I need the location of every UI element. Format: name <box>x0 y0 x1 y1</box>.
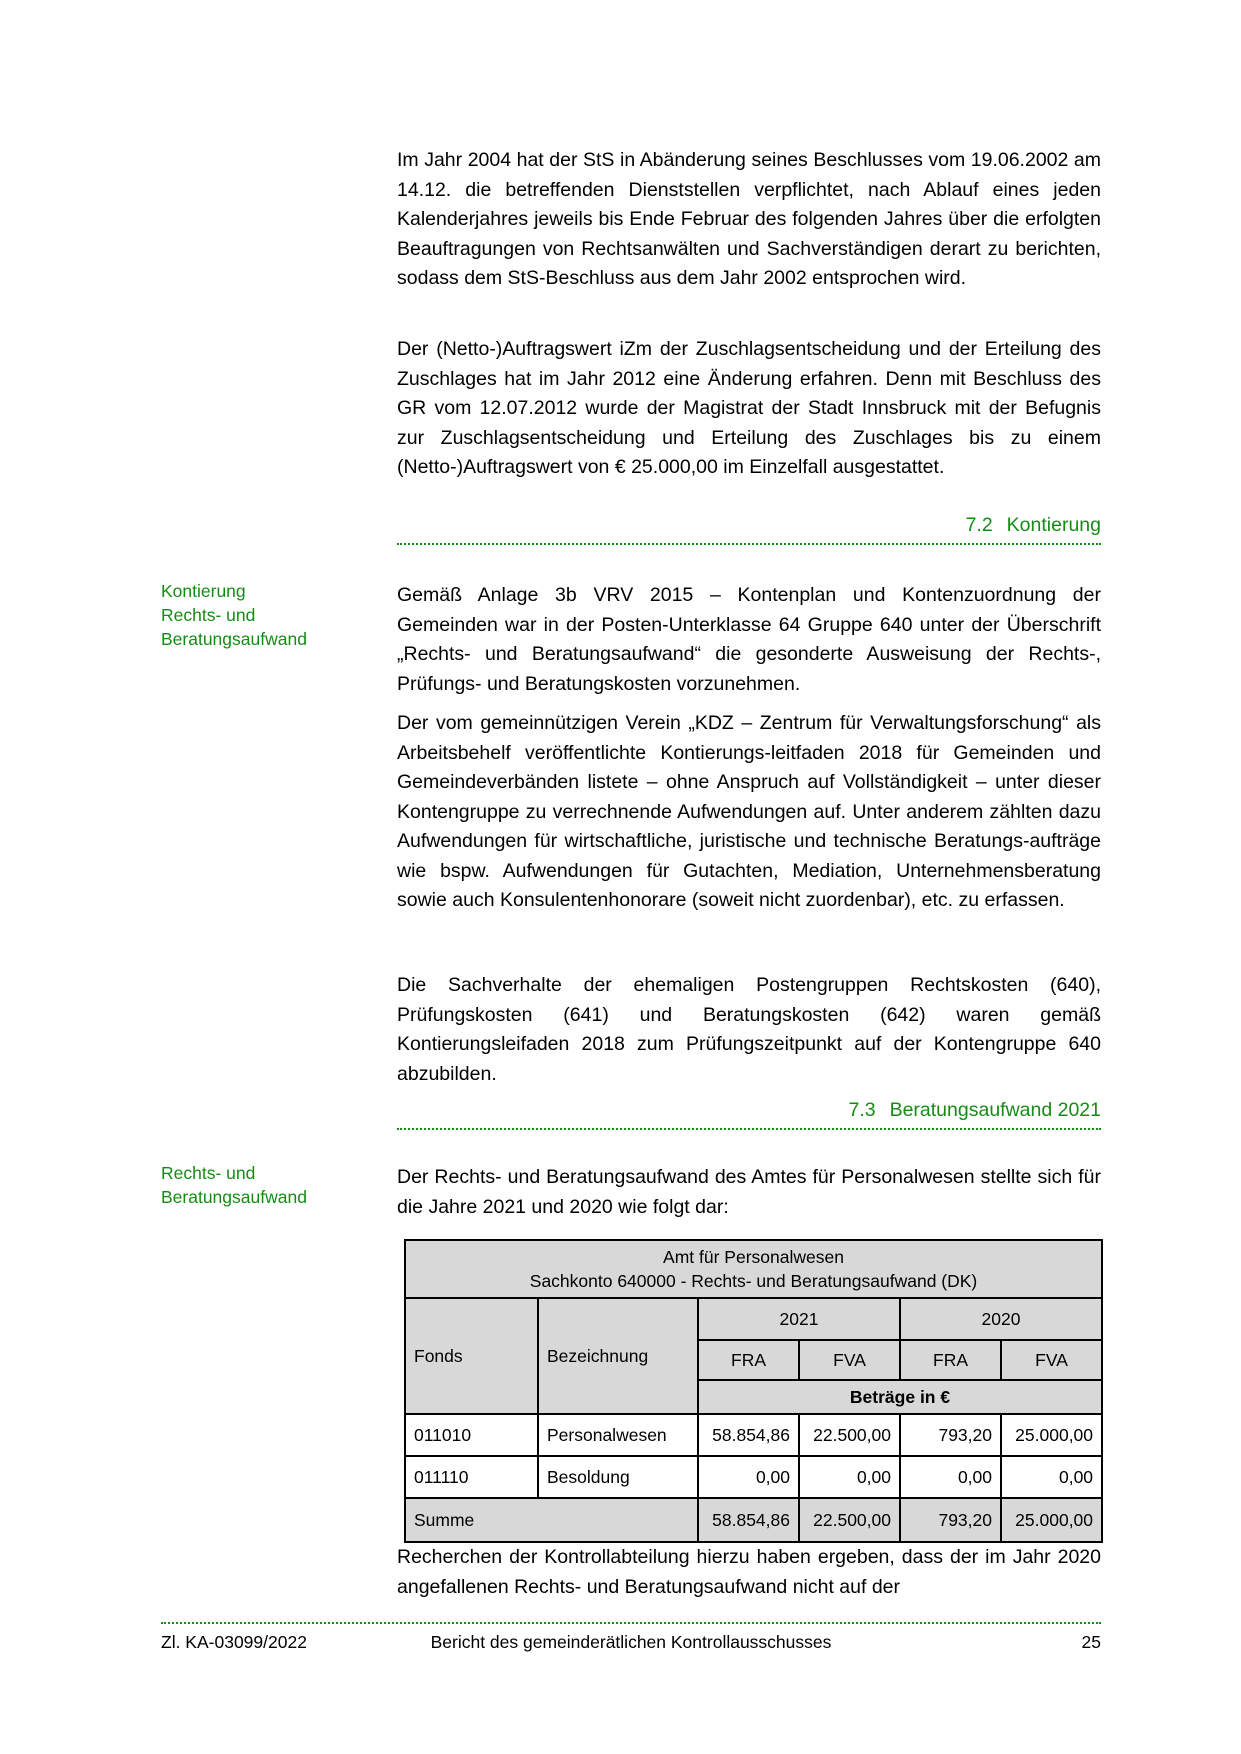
cell-fra-2021: 0,00 <box>697 1455 800 1499</box>
subcol-fra-2021: FRA <box>697 1339 800 1381</box>
table-title-cell: Amt für Personalwesen Sachkonto 640000 -… <box>403 1239 1104 1299</box>
col-header-bezeichnung: Bezeichnung <box>537 1297 699 1415</box>
section-number: 7.3 <box>848 1099 876 1121</box>
margin-label-kontierung: Kontierung Rechts- und Beratungsaufwand <box>161 579 371 651</box>
margin-label-rechts-und-beratungsaufwand: Rechts- und Beratungsaufwand <box>161 1161 371 1209</box>
subcol-fva-2020: FVA <box>999 1339 1104 1381</box>
section-title: Kontierung <box>1006 514 1101 536</box>
cell-fra-2020: 793,20 <box>899 1413 1002 1457</box>
margin-label-line: Beratungsaufwand <box>161 1187 307 1207</box>
beratungsaufwand-table: Amt für Personalwesen Sachkonto 640000 -… <box>403 1239 1104 1543</box>
table-row: 011110 Besoldung 0,00 0,00 0,00 0,00 <box>404 1455 1104 1499</box>
footer-page-number: 25 <box>1081 1632 1101 1652</box>
summe-fva-2021: 22.500,00 <box>798 1497 901 1543</box>
section-title: Beratungsaufwand 2021 <box>889 1099 1101 1121</box>
margin-label-line: Beratungsaufwand <box>161 629 307 649</box>
cell-fva-2020: 25.000,00 <box>999 1413 1104 1457</box>
cell-fra-2021: 58.854,86 <box>697 1413 800 1457</box>
summe-fva-2020: 25.000,00 <box>999 1497 1104 1543</box>
margin-label-line: Rechts- und <box>161 1163 256 1183</box>
table-title-row: Amt für Personalwesen Sachkonto 640000 -… <box>403 1239 1104 1299</box>
margin-label-line: Rechts- und <box>161 605 256 625</box>
table-subheader-row: FRA FVA FRA FVA <box>405 1339 1104 1381</box>
cell-fonds: 011010 <box>404 1413 539 1457</box>
paragraph-vrv-2015: Gemäß Anlage 3b VRV 2015 – Kontenplan un… <box>397 584 1101 695</box>
paragraph-postengruppen: Die Sachverhalte der ehemaligen Postengr… <box>397 974 1101 1085</box>
col-header-fonds: Fonds <box>404 1297 539 1415</box>
footer-reference-number: Zl. KA-03099/2022 <box>161 1632 307 1652</box>
table-row: 011010 Personalwesen 58.854,86 22.500,00… <box>404 1413 1104 1457</box>
summe-fra-2021: 58.854,86 <box>697 1497 800 1543</box>
paragraph-recherchen-kontrollabteilung: Recherchen der Kontrollabteilung hierzu … <box>397 1546 1101 1598</box>
paragraph-sts-beschluss-2004: Im Jahr 2004 hat der StS in Abänderung s… <box>397 149 1101 289</box>
cell-bezeichnung: Personalwesen <box>537 1413 699 1457</box>
table-title-line2: Sachkonto 640000 - Rechts- und Beratungs… <box>529 1271 978 1291</box>
cell-fva-2020: 0,00 <box>999 1455 1104 1499</box>
cell-fonds: 011110 <box>404 1455 539 1499</box>
amounts-unit-header: Beträge in € <box>696 1379 1104 1415</box>
section-heading-7-3: 7.3 Beratungsaufwand 2021 <box>397 1097 1101 1130</box>
margin-label-line: Kontierung <box>161 581 246 601</box>
section-number: 7.2 <box>965 514 993 536</box>
summe-fra-2020: 793,20 <box>899 1497 1002 1543</box>
table-title-line1: Amt für Personalwesen <box>663 1247 844 1267</box>
paragraph-kdz-kontierungsleitfaden: Der vom gemeinnützigen Verein „KDZ – Zen… <box>397 712 1101 911</box>
cell-bezeichnung: Besoldung <box>537 1455 699 1499</box>
summe-label: Summe <box>404 1497 699 1543</box>
cell-fva-2021: 0,00 <box>798 1455 901 1499</box>
section-heading-7-2: 7.2 Kontierung <box>397 512 1101 545</box>
cell-fva-2021: 22.500,00 <box>798 1413 901 1457</box>
cell-fra-2020: 0,00 <box>899 1455 1002 1499</box>
table-summe-row: Summe 58.854,86 22.500,00 793,20 25.000,… <box>404 1497 1104 1543</box>
subcol-fva-2021: FVA <box>798 1339 901 1381</box>
paragraph-amt-personalwesen-intro: Der Rechts- und Beratungsaufwand des Amt… <box>397 1166 1101 1218</box>
year-header-2021: 2021 <box>697 1297 901 1341</box>
table-unit-row: Beträge in € <box>405 1379 1104 1415</box>
table-year-header-row: Fonds Bezeichnung 2021 2020 <box>404 1297 1104 1415</box>
subcol-fra-2020: FRA <box>899 1339 1002 1381</box>
paragraph-netto-auftragswert: Der (Netto-)Auftragswert iZm der Zuschla… <box>397 338 1101 478</box>
year-header-2020: 2020 <box>898 1297 1104 1341</box>
footer-divider <box>161 1622 1101 1624</box>
footer-report-title: Bericht des gemeinderätlichen Kontrollau… <box>430 1632 832 1652</box>
